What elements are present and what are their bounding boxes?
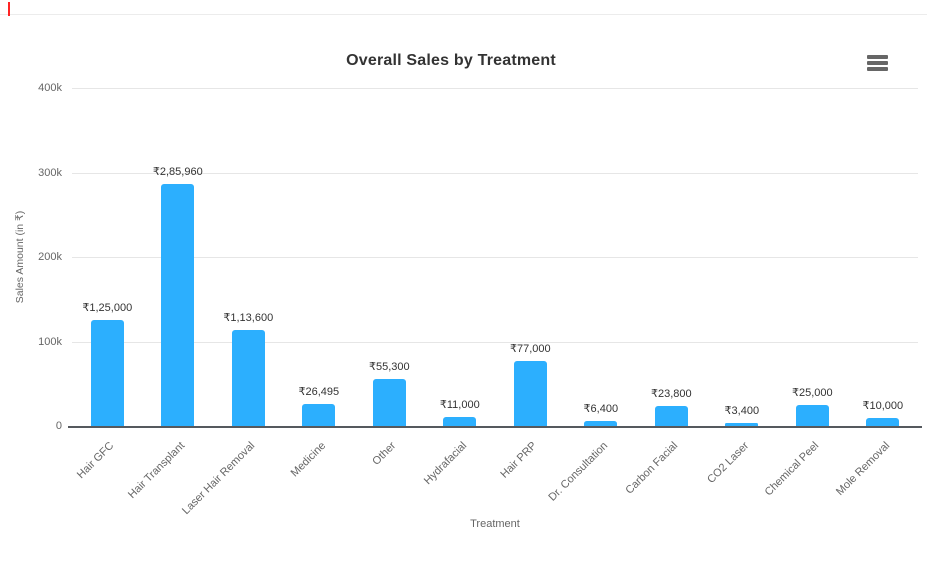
gridline	[72, 341, 918, 343]
bar[interactable]	[795, 404, 829, 426]
x-axis-category-label: CO2 Laser	[704, 439, 752, 486]
x-axis-category-label: Laser Hair Removal	[180, 439, 258, 517]
bar[interactable]	[443, 416, 477, 426]
bar[interactable]	[584, 420, 618, 426]
bar-value-label: ₹11,000	[439, 398, 480, 411]
bar-value-label: ₹2,85,960	[152, 166, 203, 179]
bar-value-label: ₹23,800	[650, 387, 692, 400]
x-axis-category-label: Chemical Peel	[762, 439, 822, 499]
x-axis-category-label: Hair PRP	[498, 439, 540, 481]
stray-red-mark	[8, 2, 10, 16]
bar[interactable]	[654, 405, 688, 426]
hamburger-icon	[867, 55, 888, 59]
bar[interactable]	[161, 184, 195, 426]
y-axis-tick-label: 200k	[38, 251, 62, 263]
gridline	[72, 172, 918, 174]
x-axis-category-label: Hair GFC	[75, 439, 117, 482]
y-axis-tick-label: 300k	[38, 166, 62, 179]
hamburger-icon	[867, 61, 888, 65]
chart-menu-button[interactable]	[864, 52, 892, 76]
bar[interactable]	[90, 320, 124, 426]
x-axis-category-label: Mole Removal	[833, 439, 893, 498]
bar[interactable]	[513, 360, 547, 426]
bar[interactable]	[725, 423, 759, 426]
gridline	[72, 88, 918, 89]
bar-value-label: ₹55,300	[368, 361, 410, 374]
bar[interactable]	[372, 379, 406, 426]
bar-value-label: ₹77,000	[509, 342, 551, 355]
y-axis-tick-label: 100k	[38, 335, 62, 348]
y-axis-tick-label: 400k	[38, 82, 62, 94]
bar-value-label: ₹10,000	[862, 399, 904, 412]
x-axis-line	[68, 426, 922, 428]
x-axis-category-label: Hair Transplant	[125, 439, 188, 501]
bar-value-label: ₹25,000	[791, 386, 833, 399]
chart-title: Overall Sales by Treatment	[346, 52, 556, 69]
bar-value-label: ₹3,400	[724, 405, 760, 418]
x-axis-category-label: Medicine	[288, 439, 329, 480]
y-axis-tick-label: 0	[55, 420, 62, 432]
sales-by-treatment-chart: Overall Sales by Treatment Sales Amount …	[0, 30, 927, 541]
page-top-divider	[0, 14, 927, 15]
bar-value-label: ₹26,495	[298, 385, 340, 398]
x-axis-category-label: Carbon Facial	[623, 439, 681, 497]
bar-value-label: ₹6,400	[583, 402, 619, 415]
bar-value-label: ₹1,25,000	[82, 302, 133, 315]
x-axis-category-label: Other	[370, 439, 399, 468]
bar[interactable]	[866, 417, 900, 427]
x-axis-category-label: Dr. Consultation	[546, 439, 611, 504]
x-axis-category-label: Hydrafacial	[421, 439, 470, 488]
bar-value-label: ₹1,13,600	[223, 312, 274, 324]
bar[interactable]	[302, 403, 336, 426]
x-axis-title: Treatment	[470, 518, 520, 530]
gridline	[72, 257, 918, 258]
bar[interactable]	[231, 330, 265, 426]
hamburger-icon	[867, 67, 888, 71]
